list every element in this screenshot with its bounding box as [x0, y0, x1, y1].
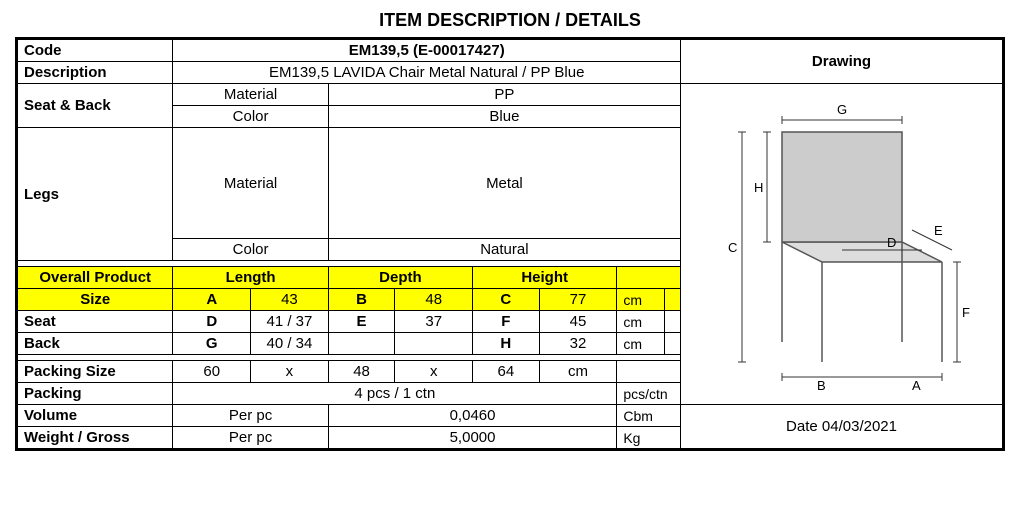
dim-e: E — [934, 223, 943, 238]
unit-pcsctn: pcs/ctn — [617, 383, 681, 405]
label-perpc-2: Per pc — [173, 427, 328, 449]
chair-drawing: G H C E D F B A — [712, 92, 972, 392]
unit-cbm: Cbm — [617, 405, 681, 427]
blank-end-1 — [665, 289, 681, 311]
dim-d-label: D — [173, 311, 251, 333]
label-perpc-1: Per pc — [173, 405, 328, 427]
label-packing: Packing — [18, 383, 173, 405]
date-label: Date — [786, 418, 818, 435]
unit-cm-4: cm — [539, 361, 617, 383]
drawing-cell: G H C E D F B A — [681, 84, 1003, 405]
value-packing: 4 pcs / 1 ctn — [173, 383, 617, 405]
value-description: EM139,5 LAVIDA Chair Metal Natural / PP … — [173, 62, 681, 84]
dim-a-value: 43 — [251, 289, 329, 311]
value-seatback-color: Blue — [328, 106, 680, 128]
blank-back-2 — [395, 333, 473, 355]
label-depth: Depth — [328, 267, 472, 289]
label-overall-1: Overall Product — [18, 267, 173, 289]
dim-h-label: H — [473, 333, 540, 355]
date-value: 04/03/2021 — [822, 418, 897, 435]
label-material-1: Material — [173, 84, 328, 106]
blank-end-3 — [665, 333, 681, 355]
label-height: Height — [473, 267, 617, 289]
blank-end-2 — [665, 311, 681, 333]
value-weight: 5,0000 — [328, 427, 617, 449]
label-length: Length — [173, 267, 328, 289]
blank-unit-header — [617, 267, 681, 289]
dim-f: F — [962, 305, 970, 320]
dim-e-value: 37 — [395, 311, 473, 333]
blank-back-1 — [328, 333, 395, 355]
value-seatback-material: PP — [328, 84, 680, 106]
dim-g-label: G — [173, 333, 251, 355]
date-cell: Date 04/03/2021 — [681, 405, 1003, 449]
dim-h-value: 32 — [539, 333, 617, 355]
label-drawing: Drawing — [681, 40, 1003, 84]
dim-b: B — [817, 378, 826, 392]
unit-kg: Kg — [617, 427, 681, 449]
packing-h: 64 — [473, 361, 540, 383]
dim-g-value: 40 / 34 — [251, 333, 329, 355]
unit-cm-1: cm — [617, 289, 665, 311]
label-material-2: Material — [173, 128, 328, 239]
dim-d: D — [887, 235, 896, 250]
dim-d-value: 41 / 37 — [251, 311, 329, 333]
packing-d: 48 — [328, 361, 395, 383]
dim-f-label: F — [473, 311, 540, 333]
label-packing-size: Packing Size — [18, 361, 173, 383]
label-code: Code — [18, 40, 173, 62]
dim-b-label: B — [328, 289, 395, 311]
label-seatback: Seat & Back — [18, 84, 173, 128]
spec-table: Code EM139,5 (E-00017427) Drawing Descri… — [17, 39, 1003, 449]
dim-c: C — [728, 240, 737, 255]
label-seat: Seat — [18, 311, 173, 333]
label-color-2: Color — [173, 239, 328, 261]
unit-cm-2: cm — [617, 311, 665, 333]
x2: x — [395, 361, 473, 383]
dim-g: G — [837, 102, 847, 117]
label-description: Description — [18, 62, 173, 84]
value-code: EM139,5 (E-00017427) — [173, 40, 681, 62]
dim-b-value: 48 — [395, 289, 473, 311]
unit-cm-3: cm — [617, 333, 665, 355]
value-volume: 0,0460 — [328, 405, 617, 427]
dim-e-label: E — [328, 311, 395, 333]
packing-l: 60 — [173, 361, 251, 383]
spec-sheet: Code EM139,5 (E-00017427) Drawing Descri… — [15, 37, 1005, 451]
label-weight: Weight / Gross — [18, 427, 173, 449]
dim-c-value: 77 — [539, 289, 617, 311]
dim-f-value: 45 — [539, 311, 617, 333]
dim-c-label: C — [473, 289, 540, 311]
dim-a: A — [912, 378, 921, 392]
label-overall-2: Size — [18, 289, 173, 311]
label-legs: Legs — [18, 128, 173, 261]
page-title: ITEM DESCRIPTION / DETAILS — [10, 10, 1010, 31]
label-back: Back — [18, 333, 173, 355]
x1: x — [251, 361, 329, 383]
dim-a-label: A — [173, 289, 251, 311]
value-legs-material: Metal — [328, 128, 680, 239]
dim-h: H — [754, 180, 763, 195]
blank-packsize — [617, 361, 681, 383]
label-volume: Volume — [18, 405, 173, 427]
value-legs-color: Natural — [328, 239, 680, 261]
label-color-1: Color — [173, 106, 328, 128]
